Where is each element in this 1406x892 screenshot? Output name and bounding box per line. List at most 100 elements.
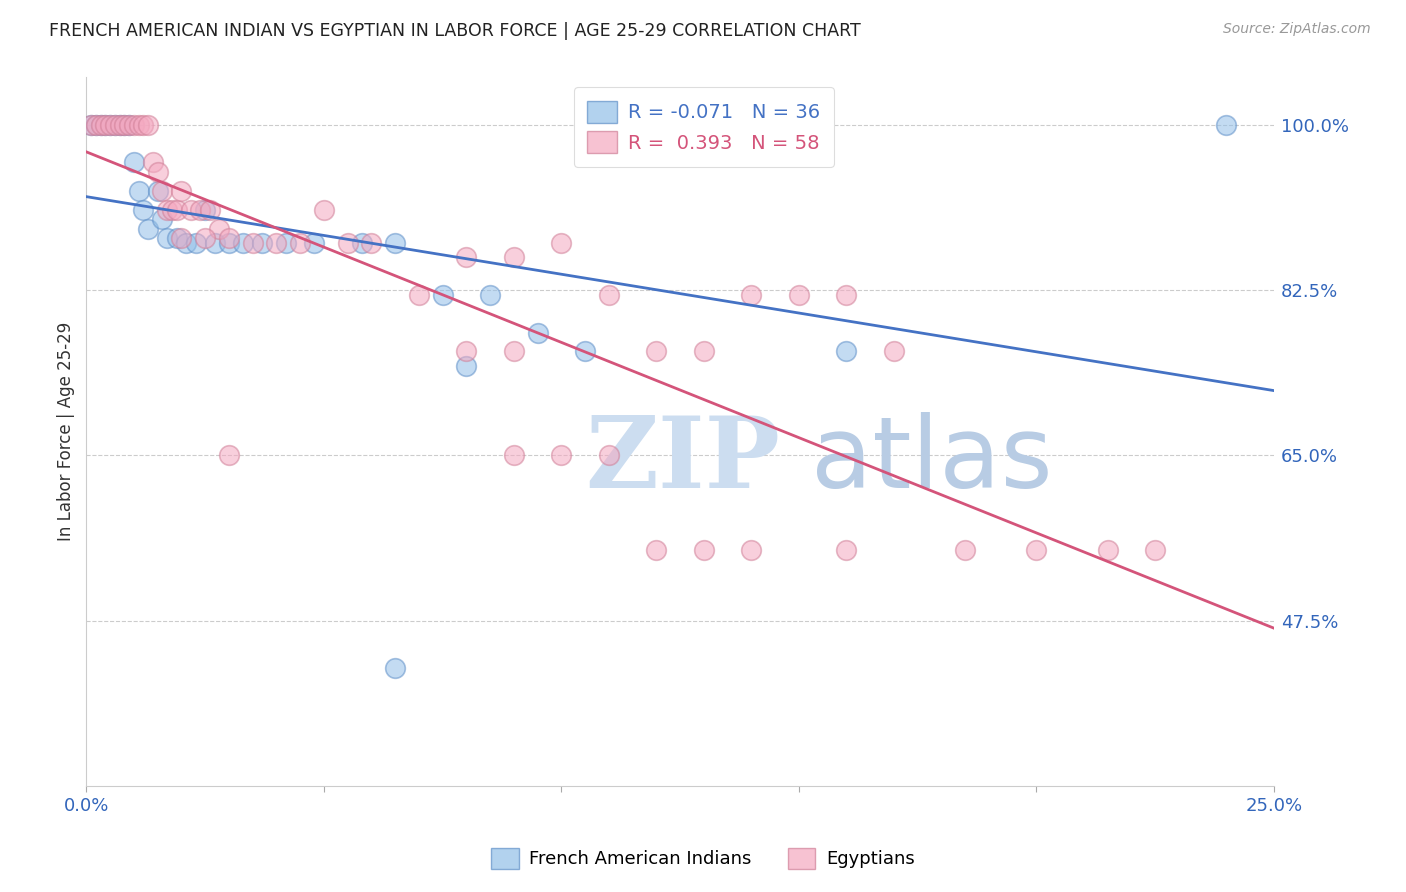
Point [174,235,197,250]
Legend: French American Indians, Egyptians: French American Indians, Egyptians [484,840,922,876]
Point [208,221,231,235]
Point [645,344,668,359]
Point [502,344,524,359]
Point [1215,118,1237,132]
Point [456,250,478,264]
Point [94,118,117,132]
Point [740,542,762,557]
Point [94,118,117,132]
Point [156,231,179,245]
Point [128,184,150,198]
Point [136,118,159,132]
Point [645,542,668,557]
Point [170,184,193,198]
Point [194,231,217,245]
Point [112,118,135,132]
Point [232,235,254,250]
Point [384,661,406,675]
Point [550,449,572,463]
Point [835,287,858,301]
Text: atlas: atlas [811,411,1052,508]
Point [312,202,335,217]
Point [250,235,273,250]
Point [166,231,188,245]
Point [198,202,221,217]
Point [118,118,141,132]
Point [108,118,131,132]
Point [136,221,159,235]
Point [350,235,373,250]
Point [502,250,524,264]
Point [456,359,478,373]
Point [142,155,165,169]
Point [360,235,382,250]
Point [104,118,127,132]
Point [180,202,202,217]
Point [408,287,430,301]
Point [218,235,240,250]
Point [84,118,107,132]
Point [80,118,103,132]
Point [432,287,454,301]
Point [288,235,311,250]
Point [132,202,155,217]
Point [98,118,121,132]
Point [740,287,762,301]
Point [122,118,145,132]
Point [266,235,288,250]
Point [218,231,240,245]
Point [156,202,179,217]
Point [160,202,183,217]
Point [456,344,478,359]
Point [146,165,169,179]
Text: Source: ZipAtlas.com: Source: ZipAtlas.com [1223,22,1371,37]
Point [128,118,150,132]
Point [274,235,297,250]
Point [146,184,169,198]
Y-axis label: In Labor Force | Age 25-29: In Labor Force | Age 25-29 [58,322,75,541]
Point [194,202,217,217]
Point [835,344,858,359]
Point [550,235,572,250]
Point [80,118,103,132]
Point [132,118,155,132]
Point [384,235,406,250]
Point [170,231,193,245]
Point [218,449,240,463]
Point [953,542,976,557]
Point [1144,542,1167,557]
Point [1097,542,1119,557]
Point [166,202,188,217]
Point [184,235,207,250]
Point [598,287,620,301]
Point [112,118,135,132]
Point [304,235,326,250]
Point [204,235,226,250]
Text: ZIP: ZIP [585,411,780,508]
Point [108,118,131,132]
Point [883,344,905,359]
Point [118,118,141,132]
Point [90,118,112,132]
Point [502,449,524,463]
Point [835,542,858,557]
Point [336,235,359,250]
Point [150,212,173,227]
Point [90,118,112,132]
Point [1025,542,1047,557]
Point [479,287,502,301]
Point [242,235,264,250]
Point [188,202,211,217]
Point [98,118,121,132]
Point [598,449,620,463]
Point [84,118,107,132]
Point [693,542,716,557]
Point [787,287,810,301]
Point [122,155,145,169]
Point [104,118,127,132]
Point [526,326,548,340]
Legend: R = -0.071   N = 36, R =  0.393   N = 58: R = -0.071 N = 36, R = 0.393 N = 58 [574,87,834,167]
Point [693,344,716,359]
Point [150,184,173,198]
Point [574,344,596,359]
